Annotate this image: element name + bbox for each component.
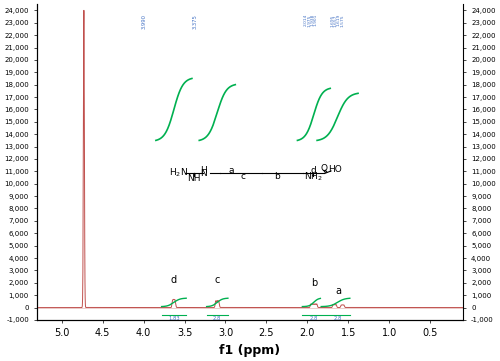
Text: b: b xyxy=(274,172,280,181)
X-axis label: f1 (ppm): f1 (ppm) xyxy=(220,344,280,357)
Text: d: d xyxy=(310,166,316,175)
Text: H: H xyxy=(200,166,206,175)
Text: 1.619: 1.619 xyxy=(336,14,340,26)
Text: c: c xyxy=(241,172,246,181)
Text: 1.975: 1.975 xyxy=(308,14,312,27)
Text: O: O xyxy=(320,164,327,173)
Text: b: b xyxy=(310,278,317,288)
Text: 1.695: 1.695 xyxy=(330,14,334,27)
Text: 1.83: 1.83 xyxy=(168,316,179,321)
Text: 2.8: 2.8 xyxy=(310,316,318,321)
Text: N: N xyxy=(200,169,206,178)
Text: H$_2$N: H$_2$N xyxy=(170,167,188,179)
Text: 1.575: 1.575 xyxy=(340,14,344,27)
Text: a: a xyxy=(228,166,234,175)
Text: 1.657: 1.657 xyxy=(334,14,338,27)
Text: 3.990: 3.990 xyxy=(142,14,147,29)
Text: 1.901: 1.901 xyxy=(314,14,318,26)
Text: 3.375: 3.375 xyxy=(192,14,198,29)
Text: NH: NH xyxy=(188,174,201,183)
Text: HO: HO xyxy=(328,165,342,174)
Text: NH$_2$: NH$_2$ xyxy=(304,171,322,183)
Text: 2.014: 2.014 xyxy=(304,14,308,26)
Text: 2.8: 2.8 xyxy=(213,316,222,321)
Text: c: c xyxy=(214,275,220,285)
Text: 1.938: 1.938 xyxy=(310,14,314,26)
Text: d: d xyxy=(171,275,177,285)
Text: 2.8: 2.8 xyxy=(334,316,342,321)
Text: a: a xyxy=(336,286,342,296)
